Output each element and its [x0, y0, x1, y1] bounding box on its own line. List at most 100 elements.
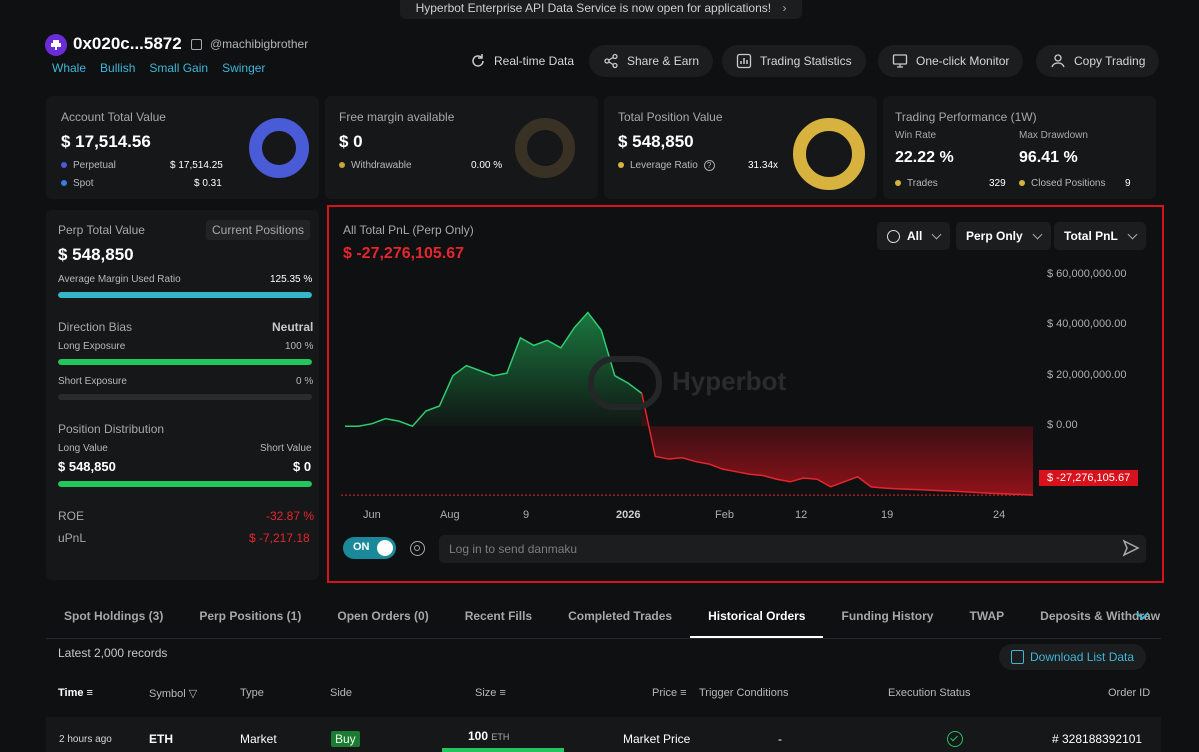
copy-trading-label: Copy Trading	[1074, 54, 1146, 68]
tab-bar: Spot Holdings (3) Perp Positions (1) Ope…	[46, 596, 1161, 638]
tab-funding-history[interactable]: Funding History	[841, 609, 934, 623]
position-distribution-bar	[58, 481, 312, 487]
row-symbol[interactable]: ETH	[149, 732, 173, 746]
pnl-negative-line	[641, 393, 1034, 496]
withdrawable-row: Withdrawable	[339, 160, 412, 171]
tab-completed-trades[interactable]: Completed Trades	[568, 609, 673, 623]
free-margin-value: $ 0	[339, 132, 363, 151]
chart-title: All Total PnL (Perp Only)	[343, 223, 474, 237]
sort-icon: ≡	[86, 687, 93, 699]
tab-open-orders[interactable]: Open Orders (0)	[337, 609, 429, 623]
table-row[interactable]	[46, 717, 1161, 752]
position-distribution-fill	[58, 481, 312, 487]
time-range-select[interactable]: All	[877, 222, 951, 250]
trades-label: Trades	[907, 178, 938, 189]
copy-trading-button[interactable]: Copy Trading	[1036, 45, 1160, 77]
margin-ratio-fill	[58, 292, 312, 298]
chevron-down-icon	[1032, 229, 1043, 239]
pnl-type-select[interactable]: Total PnL	[1054, 222, 1146, 250]
col-time[interactable]: Time ≡	[58, 687, 93, 699]
tab-historical-orders[interactable]: Historical Orders	[690, 596, 824, 638]
col-price[interactable]: Price ≡	[652, 687, 687, 699]
toggle-knob	[377, 540, 393, 556]
col-price-label: Price	[652, 687, 678, 699]
copy-icon[interactable]	[191, 39, 202, 50]
user-handle[interactable]: @machibigbrother	[210, 37, 309, 51]
closed-positions-label: Closed Positions	[1031, 178, 1106, 189]
tab-spot-holdings[interactable]: Spot Holdings (3)	[64, 609, 164, 623]
x-tick-label: 12	[795, 509, 808, 521]
x-tick-label: 9	[523, 509, 530, 521]
x-tick-label: Aug	[440, 509, 460, 521]
monitor-icon	[892, 54, 908, 68]
closed-positions-row: Closed Positions	[1019, 178, 1105, 189]
trades-row: Trades	[895, 178, 938, 189]
account-total-card: Account Total Value $ 17,514.56 Perpetua…	[46, 96, 319, 199]
withdrawable-label: Withdrawable	[351, 160, 412, 171]
tab-recent-fills[interactable]: Recent Fills	[464, 609, 533, 623]
share-icon	[604, 53, 618, 69]
tag-swinger[interactable]: Swinger	[222, 61, 266, 75]
tag-whale[interactable]: Whale	[52, 61, 87, 75]
tag-bullish[interactable]: Bullish	[100, 61, 136, 75]
pnl-area-chart	[341, 311, 1034, 496]
send-icon[interactable]	[1122, 539, 1140, 557]
realtime-data-button[interactable]: Real-time Data	[456, 45, 588, 77]
perpetual-dot	[61, 162, 67, 169]
settings-icon[interactable]	[410, 541, 425, 556]
share-earn-button[interactable]: Share & Earn	[589, 45, 714, 77]
tab-deposits-withdraw[interactable]: Deposits & Withdraw	[1040, 609, 1161, 623]
tag-small-gain[interactable]: Small Gain	[149, 61, 209, 75]
trading-statistics-button[interactable]: Trading Statistics	[722, 45, 866, 77]
upnl-value: $ -7,217.18	[249, 531, 310, 545]
avatar	[45, 34, 67, 56]
free-margin-card: Free margin available $ 0 Withdrawable 0…	[325, 96, 598, 199]
info-icon[interactable]: ?	[703, 160, 715, 171]
col-size[interactable]: Size ≡	[475, 687, 506, 699]
performance-title: Trading Performance (1W)	[895, 110, 1037, 124]
position-distribution-title: Position Distribution	[58, 422, 165, 436]
col-symbol-label: Symbol	[149, 688, 186, 700]
long-exposure-fill	[58, 359, 312, 365]
clock-icon	[887, 229, 900, 243]
col-symbol[interactable]: Symbol ▽	[149, 687, 197, 700]
tab-perp-positions[interactable]: Perp Positions (1)	[199, 609, 302, 623]
market-filter-value: Perp Only	[966, 229, 1023, 243]
x-tick-label: 2026	[616, 509, 641, 521]
chevron-right-icon: ›	[782, 1, 787, 15]
spot-row: Spot	[61, 178, 94, 189]
trading-performance-card: Trading Performance (1W) Win Rate Max Dr…	[883, 96, 1156, 199]
row-order-id[interactable]: # 328188392101	[1052, 732, 1143, 746]
row-trigger: -	[778, 732, 782, 746]
col-time-label: Time	[58, 687, 84, 699]
announcement-banner[interactable]: Hyperbot Enterprise API Data Service is …	[400, 0, 802, 19]
spot-label: Spot	[73, 178, 94, 189]
current-positions-button[interactable]: Current Positions	[206, 220, 311, 240]
market-filter-select[interactable]: Perp Only	[956, 222, 1051, 250]
long-value: $ 548,850	[58, 459, 116, 474]
sort-icon: ≡	[499, 687, 506, 699]
perp-summary-panel: Perp Total Value Current Positions $ 548…	[46, 210, 319, 580]
danmaku-toggle[interactable]: ON	[343, 537, 396, 559]
account-total-title: Account Total Value	[61, 110, 166, 124]
pnl-positive-line	[345, 311, 643, 428]
position-donut-chart	[793, 118, 865, 190]
tab-twap[interactable]: TWAP	[969, 609, 1005, 623]
row-size: 100 ETH	[468, 729, 509, 743]
one-click-monitor-button[interactable]: One-click Monitor	[878, 45, 1024, 77]
executed-check-icon	[947, 731, 963, 747]
pnl-negative-area	[641, 393, 1033, 496]
danmaku-input[interactable]: Log in to send danmaku	[439, 535, 1146, 563]
hyperbot-logo-icon	[588, 356, 662, 410]
max-drawdown-label: Max Drawdown	[1019, 130, 1088, 141]
withdrawable-dot	[339, 162, 345, 169]
col-execution-status: Execution Status	[888, 687, 971, 699]
long-value-label: Long Value	[58, 443, 108, 454]
direction-bias-value: Neutral	[272, 320, 314, 334]
banner-text: Hyperbot Enterprise API Data Service is …	[415, 1, 772, 15]
x-tick-label: Feb	[715, 509, 734, 521]
download-list-button[interactable]: Download List Data	[999, 644, 1147, 670]
perpetual-label: Perpetual	[73, 160, 116, 171]
x-tick-label: Jun	[363, 509, 381, 521]
col-side: Side	[330, 687, 353, 699]
